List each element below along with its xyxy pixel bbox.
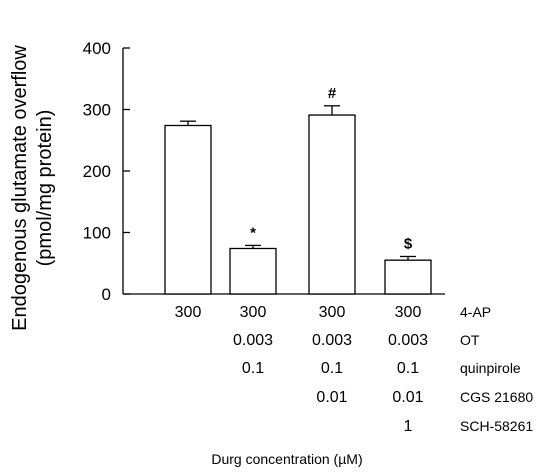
significance-marker: # [328,85,337,102]
bar [308,114,356,295]
condition-value: 0.003 [312,332,352,349]
y-tick-label: 300 [83,101,111,120]
condition-table: 300 300 300 300 4-AP 0.003 0.003 0.003 OT 0.1 0.1 0… [175,304,534,435]
condition-name: OT [460,332,480,348]
bar [164,124,212,295]
bar [229,247,277,295]
condition-value: 1 [404,418,413,435]
y-axis-label: Endogenous glutamate overflow (pmol/mg pr… [9,45,56,331]
condition-name: SCH-58261 [460,418,533,434]
condition-name: 4-AP [460,304,491,320]
condition-value: 0.1 [242,360,264,377]
condition-value: 0.1 [321,360,343,377]
y-axis-label-line: (pmol/mg protein) [34,110,56,267]
condition-value: 0.1 [397,360,419,377]
condition-value: 300 [395,304,422,321]
y-tick-label: 400 [83,39,111,58]
bar [384,259,432,295]
condition-value: 300 [240,304,267,321]
y-tick-label: 0 [102,285,111,304]
x-axis-label: Durg concentration (µM) [211,451,362,467]
y-tick-label: 200 [83,162,111,181]
condition-value: 300 [175,304,202,321]
condition-name: CGS 21680 [460,389,533,405]
condition-value: 0.003 [233,332,273,349]
condition-name: quinpirole [460,360,521,376]
significance-marker: $ [404,235,413,252]
condition-value: 0.01 [316,389,347,406]
significance-marker: * [250,224,256,241]
axis-labels: Endogenous glutamate overflow (pmol/mg pr… [9,45,363,467]
y-axis-label-line: Endogenous glutamate overflow [9,45,31,331]
axes: 0 100 200 300 400 [83,39,445,304]
condition-value: 0.003 [388,332,428,349]
condition-value: 300 [319,304,346,321]
condition-value: 0.01 [392,389,423,406]
bars-group: * # $ [164,85,432,295]
y-tick-label: 100 [83,224,111,243]
